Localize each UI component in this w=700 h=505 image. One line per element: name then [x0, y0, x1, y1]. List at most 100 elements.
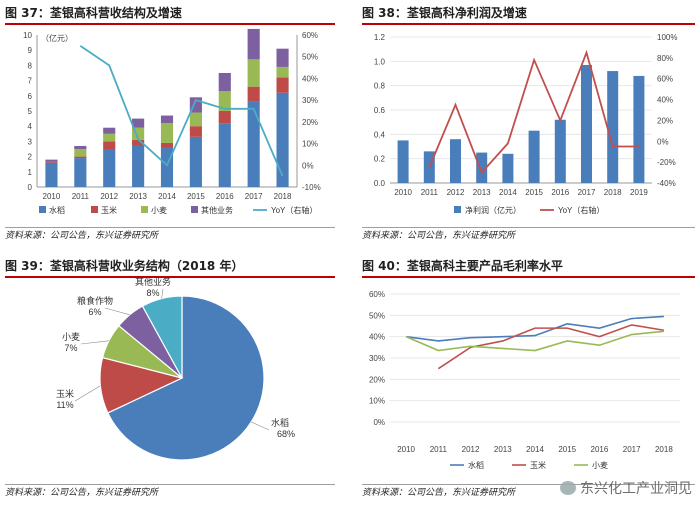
y-tick-label: 60%	[369, 290, 385, 299]
y-tick-label: 5	[28, 107, 33, 116]
x-tick-label: 2010	[397, 445, 415, 454]
bar-segment	[189, 126, 202, 137]
legend-swatch	[141, 206, 148, 213]
x-tick-label: 2014	[526, 445, 544, 454]
bar	[502, 153, 514, 183]
yoy-line	[79, 45, 284, 177]
y-tick-label: 7	[28, 77, 33, 86]
bar-segment	[160, 147, 174, 187]
y2-tick-label: -40%	[657, 179, 676, 188]
leader-line	[74, 385, 101, 402]
fig40-chart: 0% 10% 20% 30% 40% 50% 60% 2010 2011 2012 2013 2014…	[369, 290, 680, 470]
bar-segment	[103, 149, 116, 187]
x-tick-label: 2015	[187, 192, 205, 201]
y-tick-label: 8	[28, 61, 33, 70]
bar-segment	[276, 66, 289, 78]
y-tick-label: 1.0	[374, 57, 386, 66]
legend-swatch	[39, 206, 46, 213]
x-tick-label: 2011	[421, 188, 439, 197]
y-tick-label: 0.6	[374, 106, 386, 115]
fig38-title: 图 38：荃银高科净利润及增速	[362, 3, 695, 25]
y-tick-label: 2	[28, 153, 33, 162]
x-tick-label: 2010	[394, 188, 412, 197]
bar	[528, 130, 540, 183]
bar-segment	[160, 115, 174, 124]
legend-label: 玉米	[101, 205, 117, 215]
bar-segment	[276, 77, 289, 93]
bar	[397, 140, 409, 183]
y2-tick-label: 0%	[302, 161, 314, 170]
bar-segment	[74, 145, 87, 149]
bar	[580, 64, 593, 183]
x-tick-label: 2012	[462, 445, 480, 454]
y-tick-label: 9	[28, 46, 33, 55]
legend-label: 玉米	[530, 460, 546, 470]
fig38-panel: 图 38：荃银高科净利润及增速 0.0 0.2 0.4 0.6 0.8 1.0 1.2 -40…	[362, 3, 695, 243]
legend-swatch	[91, 206, 98, 213]
y2-tick-label: 80%	[657, 54, 673, 63]
y-tick-label: 0.4	[374, 130, 386, 139]
y2-tick-label: 20%	[657, 116, 673, 125]
x-tick-label: 2016	[591, 445, 609, 454]
pie-label-value: 7%	[64, 343, 77, 353]
y2-tick-label: 0%	[657, 137, 669, 146]
y-axis-unit-label: （亿元）	[41, 33, 73, 43]
legend-label: 水稻	[468, 460, 484, 470]
bar-segment	[45, 159, 58, 162]
pie-label-name: 小麦	[62, 331, 80, 342]
fig40-title: 图 40：荃银高科主要产品毛利率水平	[362, 256, 695, 278]
pie-label-value: 6%	[88, 307, 101, 317]
bar	[633, 75, 645, 183]
y2-tick-label: 30%	[302, 96, 318, 105]
x-tick-label: 2012	[100, 192, 118, 201]
y-tick-label: 10	[23, 31, 32, 40]
y-tick-label: 1	[28, 168, 33, 177]
y-tick-label: 4	[28, 122, 33, 131]
y-tick-label: 50%	[369, 311, 385, 320]
y-tick-label: 0.2	[374, 155, 386, 164]
bar-segment	[218, 73, 231, 92]
bar-segment	[74, 149, 87, 157]
fig37-source: 资料来源：公司公告，东兴证券研究所	[5, 227, 335, 244]
x-tick-label: 2017	[578, 188, 596, 197]
bar-segment	[132, 118, 145, 128]
x-tick-label: 2014	[158, 192, 176, 201]
fig37-title: 图 37：荃银高科营收结构及增速	[5, 3, 335, 25]
y-tick-label: 10%	[369, 397, 385, 406]
legend-label: 小麦	[592, 460, 608, 470]
y-tick-label: 0	[28, 183, 33, 192]
pie-slice	[141, 295, 183, 379]
fig40-source: 资料来源：公司公告，东兴证券研究所	[362, 484, 695, 501]
bar-segment	[218, 111, 231, 124]
bar-segment	[103, 141, 116, 149]
bar-segment	[189, 136, 202, 187]
legend-label: 水稻	[49, 205, 65, 215]
y-tick-label: 1.2	[374, 33, 386, 42]
bar-segment	[132, 139, 145, 146]
y-tick-label: 0%	[373, 418, 385, 427]
bar-segment	[74, 156, 87, 159]
bar-segment	[160, 142, 174, 148]
x-tick-label: 2012	[447, 188, 465, 197]
pie-label-name: 其他业务	[135, 276, 171, 287]
pie-label-name: 水稻	[271, 417, 289, 428]
pie-slice	[107, 295, 265, 461]
y-tick-label: 0.0	[374, 179, 386, 188]
leader-line	[251, 421, 270, 431]
x-tick-label: 2016	[551, 188, 569, 197]
x-tick-label: 2013	[129, 192, 147, 201]
fig37-chart: 0 1 2 3 4 5 6 7 8 9 10 -10% 0% 10% 20% 30% 40% 50% 60% （亿元）…	[23, 28, 321, 215]
x-tick-label: 2018	[655, 445, 673, 454]
pie-label-name: 玉米	[56, 388, 74, 399]
x-tick-label: 2017	[623, 445, 641, 454]
legend-swatch	[454, 206, 461, 213]
y2-tick-label: 60%	[657, 75, 673, 84]
x-tick-label: 2018	[274, 192, 292, 201]
x-tick-label: 2015	[558, 445, 576, 454]
bar-segment	[218, 91, 231, 111]
x-tick-label: 2011	[72, 192, 90, 201]
y2-tick-label: 40%	[657, 96, 673, 105]
y2-tick-label: 20%	[302, 118, 318, 127]
bar-segment	[132, 145, 145, 187]
